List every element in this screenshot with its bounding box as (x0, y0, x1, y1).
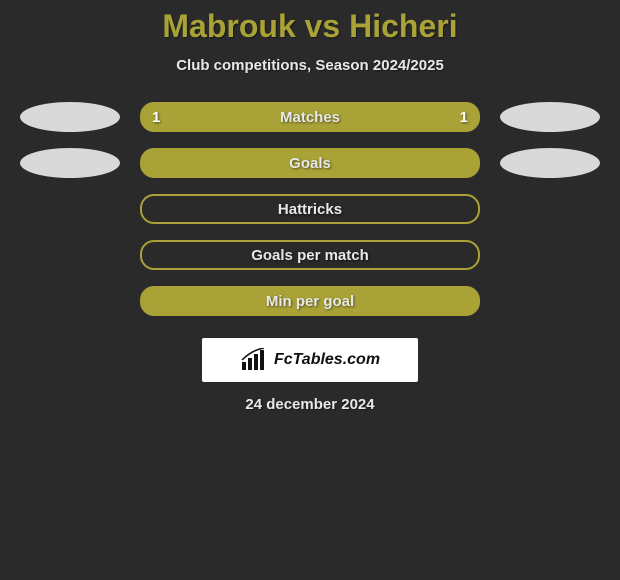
stat-bar-min-per-goal: Min per goal (140, 286, 480, 316)
stat-bar-goals-per-match: Goals per match (140, 240, 480, 270)
player-right-oval (500, 148, 600, 178)
stat-row-min-per-goal: Min per goal (0, 286, 620, 316)
page-title: Mabrouk vs Hicheri (162, 8, 457, 45)
player-right-oval (500, 102, 600, 132)
stat-value-right: 1 (460, 109, 468, 126)
date-label: 24 december 2024 (245, 396, 374, 413)
stat-row-goals: Goals (0, 148, 620, 178)
chart-icon (240, 348, 268, 372)
player-left-oval (20, 102, 120, 132)
stat-bar-hattricks: Hattricks (140, 194, 480, 224)
stat-bar-matches: 1 Matches 1 (140, 102, 480, 132)
page-subtitle: Club competitions, Season 2024/2025 (176, 57, 444, 74)
stat-bar-goals: Goals (140, 148, 480, 178)
stat-row-matches: 1 Matches 1 (0, 102, 620, 132)
stat-label: Goals (289, 155, 331, 172)
player-left-oval (20, 148, 120, 178)
stat-label: Goals per match (251, 247, 369, 264)
stat-label: Hattricks (278, 201, 342, 218)
stat-label: Min per goal (266, 293, 354, 310)
stat-label: Matches (280, 109, 340, 126)
brand-name: FcTables.com (274, 351, 380, 369)
comparison-widget: Mabrouk vs Hicheri Club competitions, Se… (0, 0, 620, 413)
stat-row-goals-per-match: Goals per match (0, 240, 620, 270)
brand-logo-box[interactable]: FcTables.com (202, 338, 418, 382)
stat-value-left: 1 (152, 109, 160, 126)
stat-row-hattricks: Hattricks (0, 194, 620, 224)
